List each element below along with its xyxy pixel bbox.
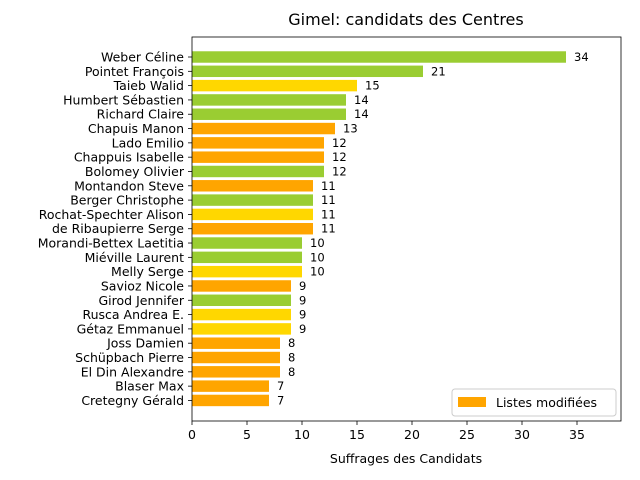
x-tick-label: 20 bbox=[404, 427, 420, 442]
y-tick-label: Morandi-Bettex Laetitia bbox=[38, 236, 184, 251]
bar bbox=[192, 366, 280, 378]
chart-title: Gimel: candidats des Centres bbox=[288, 10, 523, 29]
y-tick-label: Weber Céline bbox=[101, 50, 184, 65]
bar bbox=[192, 151, 324, 163]
bar bbox=[192, 222, 313, 235]
bar bbox=[192, 137, 324, 149]
y-tick-label: El Din Alexandre bbox=[81, 364, 185, 379]
bar bbox=[192, 165, 324, 178]
y-tick-label: Cretegny Gérald bbox=[81, 393, 184, 408]
bar-value-label: 14 bbox=[354, 93, 369, 107]
y-tick-label: Rochat-Spechter Alison bbox=[39, 207, 184, 222]
y-tick-label: Blaser Max bbox=[115, 379, 184, 394]
bar-value-label: 11 bbox=[321, 193, 336, 207]
bar-value-label: 10 bbox=[310, 236, 325, 250]
bar bbox=[192, 122, 335, 135]
bar-value-label: 14 bbox=[354, 107, 369, 121]
bar-value-label: 9 bbox=[299, 279, 306, 293]
y-tick-label: Lado Emilio bbox=[112, 135, 184, 150]
legend-label: Listes modifiées bbox=[496, 395, 597, 410]
bar bbox=[192, 351, 280, 364]
x-tick-label: 35 bbox=[569, 427, 585, 442]
y-tick-label: Melly Serge bbox=[111, 264, 184, 279]
bar-value-label: 11 bbox=[321, 207, 336, 221]
bar-value-label: 9 bbox=[299, 308, 306, 322]
bar bbox=[192, 337, 280, 349]
y-tick-label: Richard Claire bbox=[97, 107, 185, 122]
bar-value-label: 10 bbox=[310, 265, 325, 279]
y-tick-label: Montandon Steve bbox=[74, 178, 184, 193]
bar-value-label: 12 bbox=[332, 136, 347, 150]
x-tick-label: 30 bbox=[514, 427, 530, 442]
bar bbox=[192, 94, 346, 106]
y-tick-label: Miéville Laurent bbox=[85, 250, 184, 265]
bar bbox=[192, 208, 313, 221]
y-tick-label: Rusca Andrea E. bbox=[82, 307, 184, 322]
bar-value-label: 9 bbox=[299, 293, 306, 307]
y-tick-label: Taieb Walid bbox=[113, 78, 184, 93]
bar bbox=[192, 394, 269, 407]
bar bbox=[192, 180, 313, 192]
y-tick-label: Joss Damien bbox=[106, 336, 184, 351]
plot-frame bbox=[191, 36, 622, 422]
bar-value-label: 12 bbox=[332, 164, 347, 178]
y-tick-label: Chapuis Manon bbox=[88, 121, 184, 136]
y-tick-label: Humbert Sébastien bbox=[63, 92, 184, 107]
bar-value-label: 21 bbox=[431, 64, 446, 78]
bar-value-label: 11 bbox=[321, 179, 336, 193]
bar-value-label: 13 bbox=[343, 122, 358, 136]
bar bbox=[192, 280, 291, 292]
y-tick-label: Girod Jennifer bbox=[98, 293, 184, 308]
y-tick-label: Bolomey Olivier bbox=[85, 164, 185, 179]
bar bbox=[192, 294, 291, 306]
bar bbox=[192, 108, 346, 120]
bar bbox=[192, 65, 423, 78]
bars-layer: 3421151414131212121111111110101099998887… bbox=[192, 50, 589, 407]
x-tick-label: 10 bbox=[294, 427, 310, 442]
y-tick-label: Gétaz Emmanuel bbox=[77, 321, 184, 336]
bar bbox=[192, 265, 302, 278]
bar-value-label: 12 bbox=[332, 150, 347, 164]
x-tick-label: 0 bbox=[188, 427, 196, 442]
bar-value-label: 9 bbox=[299, 322, 306, 336]
bar bbox=[192, 323, 291, 335]
bar bbox=[192, 79, 357, 92]
bar-value-label: 15 bbox=[365, 79, 380, 93]
bar bbox=[192, 251, 302, 264]
x-tick-label: 15 bbox=[349, 427, 365, 442]
y-tick-label: Pointet François bbox=[85, 64, 184, 79]
bar-value-label: 8 bbox=[288, 336, 295, 350]
bar-value-label: 7 bbox=[277, 379, 284, 393]
y-tick-label: Chappuis Isabelle bbox=[74, 150, 184, 165]
x-axis-label: Suffrages des Candidats bbox=[330, 451, 482, 466]
y-tick-label: Savioz Nicole bbox=[101, 278, 184, 293]
legend-frame bbox=[451, 388, 617, 417]
y-tick-label: de Ribaupierre Serge bbox=[52, 221, 184, 236]
bar bbox=[192, 194, 313, 206]
bar-value-label: 10 bbox=[310, 250, 325, 264]
bar-value-label: 8 bbox=[288, 365, 295, 379]
bar bbox=[192, 380, 269, 392]
bar bbox=[192, 308, 291, 321]
bar bbox=[192, 51, 566, 63]
bar-value-label: 7 bbox=[277, 393, 284, 407]
legend: Listes modifiées bbox=[451, 388, 617, 417]
x-tick-label: 25 bbox=[459, 427, 475, 442]
bar-value-label: 8 bbox=[288, 351, 295, 365]
x-tick-label: 5 bbox=[243, 427, 251, 442]
bar-value-label: 11 bbox=[321, 222, 336, 236]
y-tick-label: Berger Christophe bbox=[70, 193, 184, 208]
bar bbox=[192, 237, 302, 249]
legend-swatch bbox=[458, 397, 486, 407]
y-tick-label: Schüpbach Pierre bbox=[75, 350, 184, 365]
bar-value-label: 34 bbox=[574, 50, 589, 64]
